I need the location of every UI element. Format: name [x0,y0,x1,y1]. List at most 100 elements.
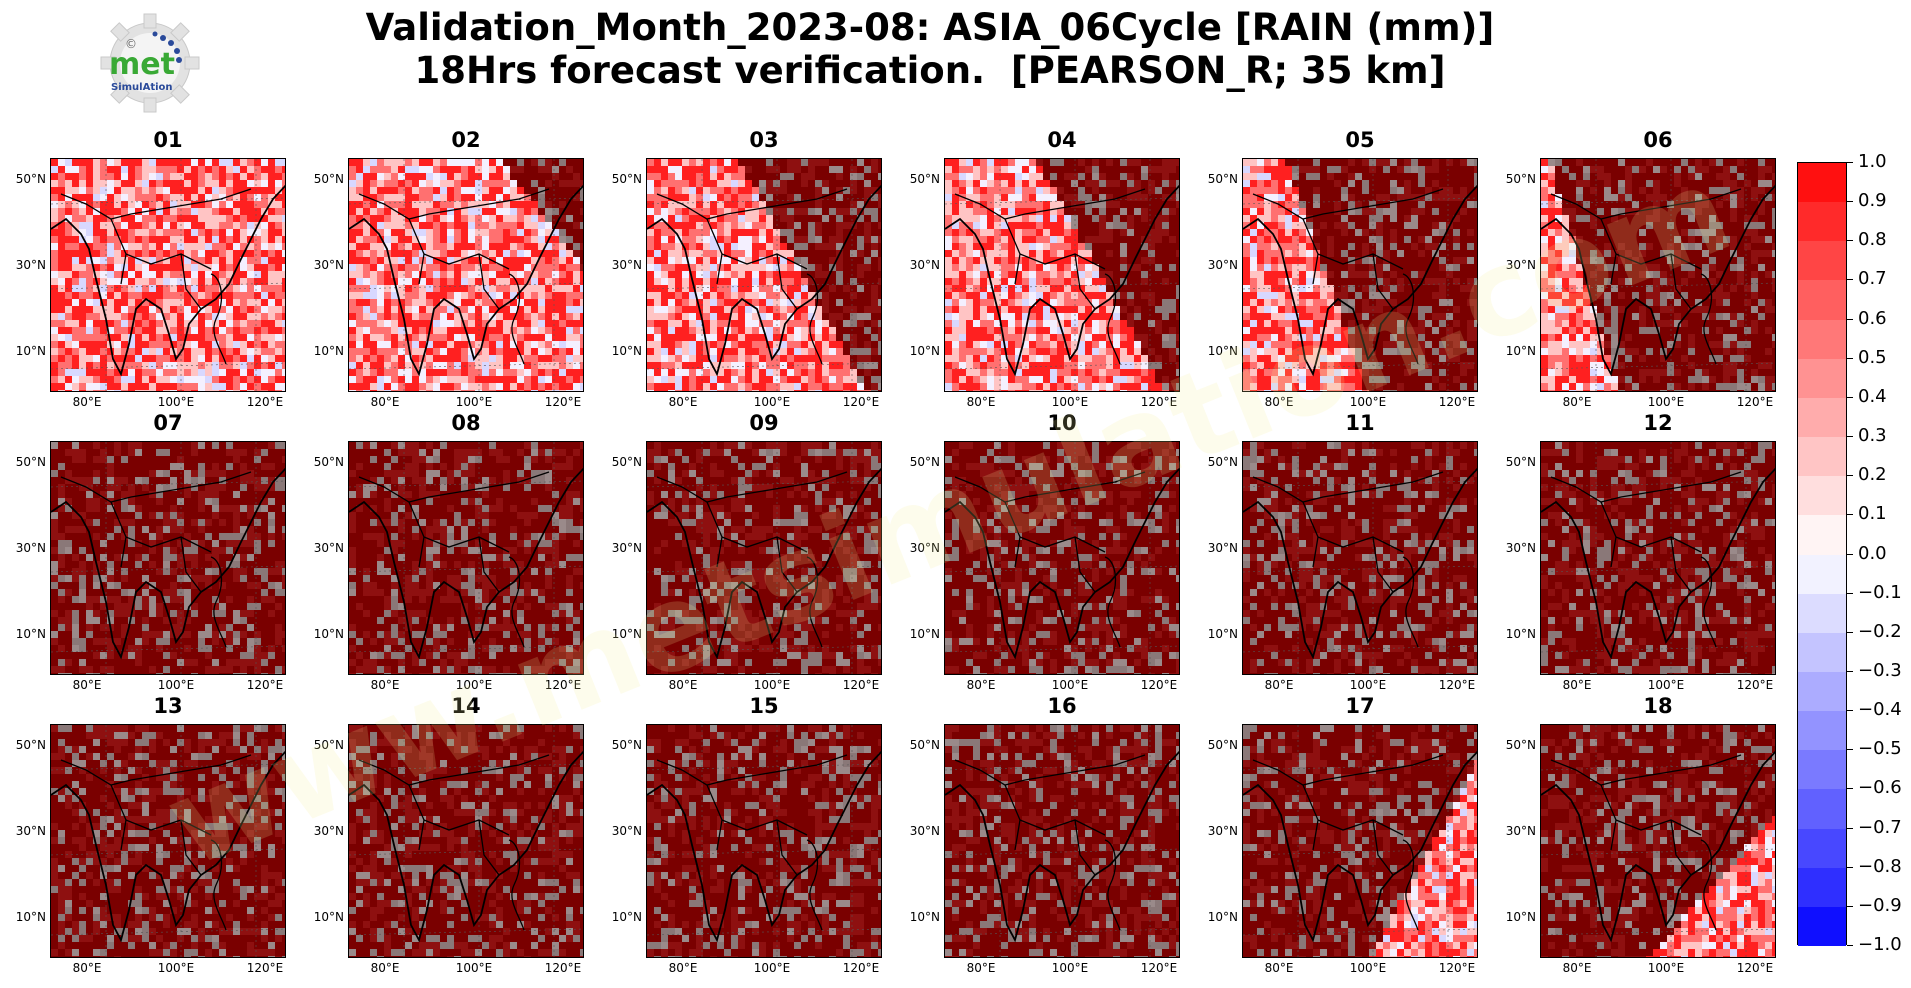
colorbar-tick-mark [1847,945,1853,946]
lon-tick-label: 120°E [533,395,593,409]
colorbar-segment [1798,397,1846,438]
map-panel [646,158,882,392]
lon-tick-label: 100°E [1636,395,1696,409]
lat-tick-label: 10°N [1198,627,1238,641]
colorbar [1797,162,1847,947]
lat-tick-label: 50°N [1496,738,1536,752]
map-panel [50,158,286,392]
colorbar-tick-label: −0.4 [1858,699,1902,720]
colorbar-tick-label: −1.0 [1858,934,1902,955]
lat-tick-label: 50°N [1198,172,1238,186]
map-panel [944,724,1180,958]
colorbar-segment [1798,828,1846,869]
colorbar-segment [1798,554,1846,595]
lon-tick-label: 120°E [1427,961,1487,975]
lat-tick-label: 50°N [6,455,46,469]
colorbar-tick-label: 0.0 [1858,543,1887,564]
colorbar-segment [1798,358,1846,399]
lat-tick-label: 50°N [900,172,940,186]
panel-label: 01 [50,128,286,152]
lon-tick-label: 100°E [1338,395,1398,409]
lat-tick-label: 50°N [1198,738,1238,752]
colorbar-segment [1798,241,1846,281]
lon-tick-label: 100°E [1040,678,1100,692]
lon-tick-label: 100°E [1338,961,1398,975]
lon-tick-label: 100°E [742,395,802,409]
lon-tick-label: 80°E [653,395,713,409]
lon-tick-label: 80°E [653,678,713,692]
lat-tick-label: 10°N [900,627,940,641]
panel-label: 16 [944,694,1180,718]
map-panel [1540,724,1776,958]
lat-tick-label: 10°N [900,344,940,358]
lat-tick-label: 30°N [1198,824,1238,838]
colorbar-tick-mark [1847,318,1853,320]
lat-tick-label: 30°N [304,258,344,272]
colorbar-segment [1798,906,1846,947]
colorbar-tick-label: −0.7 [1858,817,1902,838]
panel-label: 08 [348,411,584,435]
map-panel [348,158,584,392]
panel-label: 06 [1540,128,1776,152]
panel-label: 10 [944,411,1180,435]
panel-label: 17 [1242,694,1478,718]
panel-label: 03 [646,128,882,152]
colorbar-tick-label: 0.2 [1858,464,1887,485]
colorbar-tick-mark [1847,201,1853,203]
logo-gear-icon: met SimulAtion © [100,13,200,113]
lon-tick-label: 120°E [235,395,295,409]
colorbar-tick-mark [1847,749,1853,751]
lat-tick-label: 30°N [602,541,642,555]
colorbar-segment [1798,515,1846,555]
lon-tick-label: 100°E [146,961,206,975]
colorbar-tick-mark [1847,827,1853,829]
map-panel [646,441,882,675]
panel-label: 05 [1242,128,1478,152]
colorbar-segment [1798,789,1846,830]
lat-tick-label: 10°N [602,627,642,641]
colorbar-segment [1798,476,1846,516]
lat-tick-label: 10°N [304,627,344,641]
panel-label: 12 [1540,411,1776,435]
colorbar-segment [1798,163,1846,203]
lon-tick-label: 80°E [653,961,713,975]
colorbar-tick-mark [1847,905,1853,907]
lon-tick-label: 80°E [1249,961,1309,975]
lat-tick-label: 50°N [6,738,46,752]
lat-tick-label: 30°N [6,824,46,838]
lon-tick-label: 120°E [1129,678,1189,692]
lon-tick-label: 100°E [444,395,504,409]
lat-tick-label: 10°N [1496,910,1536,924]
lat-tick-label: 30°N [1198,541,1238,555]
lat-tick-label: 50°N [1198,455,1238,469]
panel-label: 11 [1242,411,1478,435]
page-title: Validation_Month_2023-08: ASIA_06Cycle [… [280,6,1580,92]
map-panel [944,158,1180,392]
panel-label: 14 [348,694,584,718]
map-panel [1540,441,1776,675]
colorbar-tick-label: 0.8 [1858,229,1887,250]
lon-tick-label: 80°E [57,961,117,975]
lat-tick-label: 50°N [602,172,642,186]
lon-tick-label: 120°E [235,961,295,975]
lon-tick-label: 80°E [57,678,117,692]
lon-tick-label: 80°E [1249,395,1309,409]
colorbar-tick-mark [1847,279,1853,281]
colorbar-segment [1798,202,1846,242]
lon-tick-label: 100°E [1040,961,1100,975]
colorbar-segment [1798,867,1846,908]
map-panel [50,441,286,675]
lon-tick-label: 80°E [355,395,415,409]
lon-tick-label: 120°E [1725,678,1785,692]
colorbar-tick-mark [1847,357,1853,359]
lat-tick-label: 50°N [602,455,642,469]
colorbar-tick-label: 0.6 [1858,308,1887,329]
colorbar-segment [1798,632,1846,673]
lon-tick-label: 120°E [1427,678,1487,692]
panel-label: 13 [50,694,286,718]
map-panel [944,441,1180,675]
logo-subtext: SimulAtion [111,82,173,93]
colorbar-segment [1798,319,1846,360]
map-panel [1242,724,1478,958]
colorbar-tick-mark [1847,710,1853,712]
